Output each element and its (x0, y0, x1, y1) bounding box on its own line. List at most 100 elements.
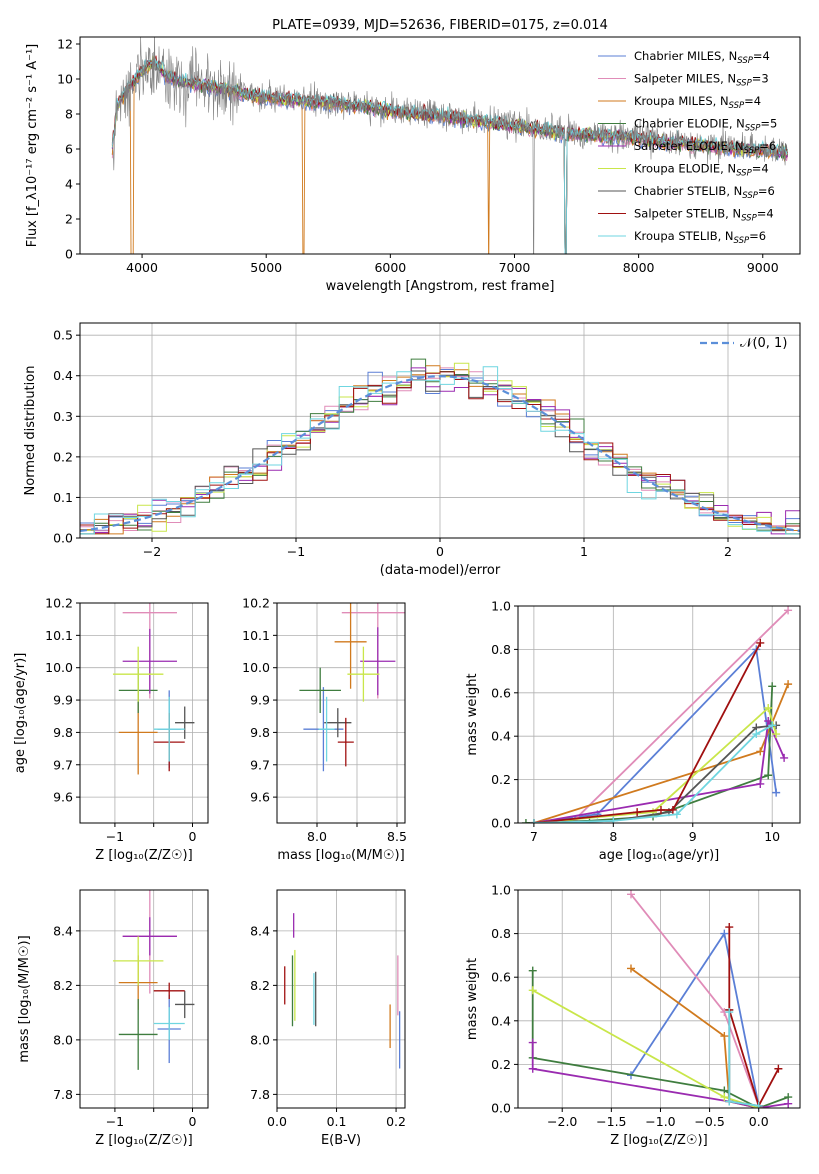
legend-tail: =6 (758, 184, 775, 198)
legend-entry: Salpeter ELODIE, NSSP=6 (634, 139, 776, 156)
legend-label: Kroupa ELODIE, N (634, 162, 736, 176)
x-tick-label: 0.2 (386, 1114, 406, 1129)
error-bars (112, 890, 195, 1070)
x-tick-label: 8000 (623, 260, 655, 275)
x-tick-label: 0.0 (749, 1114, 769, 1129)
series-marker (528, 966, 537, 975)
y-tick-label: 0.8 (491, 642, 511, 657)
y-tick-label: 0 (65, 247, 73, 262)
y-tick-label: 0.4 (491, 729, 511, 744)
x-tick-label: 9 (689, 829, 697, 844)
series-marker (609, 816, 618, 823)
point-kroupa-stelib (153, 696, 185, 762)
series-marker (633, 808, 642, 817)
legend-label: Chabrier STELIB, N (634, 184, 742, 198)
x-tick-label: 8 (609, 829, 617, 844)
legend-sub: SSP (734, 236, 750, 246)
y-tick-label: 0.1 (53, 490, 73, 505)
series-marker (754, 1101, 763, 1108)
y-tick-label: 0.2 (491, 1057, 511, 1072)
legend-sub: SSP (737, 56, 753, 66)
legend-sub: SSP (745, 124, 761, 134)
y-tick-label: 0.4 (53, 368, 73, 383)
legend-sub: SSP (741, 214, 757, 224)
y-axis-label: Flux [f_λ10⁻¹⁷ erg cm⁻² s⁻¹ A⁻¹] (25, 44, 40, 248)
x-tick-label: 6000 (374, 260, 406, 275)
axes-frame (79, 602, 209, 824)
legend-tail: =3 (752, 72, 769, 86)
y-tick-label: 0.3 (53, 409, 73, 424)
age-vs-metallicity-panel: −1 0 9.6 9.7 9.8 9.9 10.0 10.1 10.2 Z [log₁₀(Z/Z☉… (13, 596, 209, 863)
error-bars (299, 603, 405, 772)
series-marker (626, 964, 635, 973)
y-tick-label: 8.2 (250, 978, 270, 993)
series-marker (764, 717, 773, 726)
x-tick-label: −1 (287, 544, 305, 559)
observed-spectrum (112, 37, 788, 254)
histograms (80, 358, 800, 535)
axes-frame (79, 322, 801, 539)
series-marker (772, 730, 781, 739)
x-tick-label: 8.5 (387, 829, 407, 844)
y-tick-label: 0.0 (491, 1101, 511, 1116)
point-chabrier-elodie (299, 667, 341, 713)
point-kroupa-stelib (153, 1007, 185, 1040)
point-salpeter-elodie (122, 917, 177, 956)
axes-frame (276, 889, 406, 1109)
y-tick-label: 8.4 (250, 923, 270, 938)
series-marker (521, 819, 530, 823)
x-tick-label: −0.5 (694, 1114, 724, 1129)
x-tick-label: 0.0 (267, 1114, 287, 1129)
series-salpeter-stelib (529, 638, 765, 823)
y-tick-label: 9.6 (53, 790, 73, 805)
legend-entry: 𝒩(0, 1) (740, 336, 787, 351)
normal-curve (80, 375, 800, 532)
y-axis-label: Normed distribution (23, 366, 38, 496)
spectrum-lines (111, 37, 789, 254)
series-marker (784, 606, 793, 615)
y-tick-label: 8.0 (250, 1032, 270, 1047)
series-marker (672, 810, 681, 819)
y-tick-label: 0.6 (491, 685, 511, 700)
mass-weight-vs-age-panel: 7 8 9 10 0.0 0.2 0.4 0.6 0.8 1.0 age [log₁₀(age/yr… (465, 599, 801, 863)
y-tick-label: 9.7 (250, 757, 270, 772)
axes-frame (79, 889, 209, 1109)
series-lines (528, 890, 793, 1108)
y-tick-label: 8.4 (53, 923, 73, 938)
series-kroupa-stelib (725, 1008, 763, 1108)
error-bars (112, 603, 195, 775)
legend-label: Chabrier MILES, N (634, 49, 737, 63)
series-marker (756, 638, 765, 647)
series-marker (784, 680, 793, 689)
y-tick-label: 9.6 (250, 790, 270, 805)
histogram-kroupa-stelib (80, 366, 800, 535)
series-marker (720, 929, 729, 938)
y-tick-label: 0.6 (491, 970, 511, 985)
y-tick-label: 8.0 (53, 1032, 73, 1047)
x-tick-label: −2.0 (547, 1114, 577, 1129)
legend-sub: SSP (729, 101, 745, 111)
series-line (630, 967, 759, 1108)
legend-entry: Kroupa ELODIE, NSSP=4 (634, 162, 769, 179)
legend-entry: Kroupa MILES, NSSP=4 (634, 94, 761, 111)
legend-label: Salpeter MILES, N (634, 72, 736, 86)
legend-sub: SSP (744, 146, 760, 156)
series-marker (528, 1038, 537, 1047)
point-chabrier-stelib (175, 706, 195, 739)
legend-tail: =4 (753, 49, 770, 63)
x-tick-label: 7 (530, 829, 538, 844)
point-kroupa-elodie (347, 646, 380, 702)
y-tick-label: 0.0 (491, 816, 511, 831)
x-tick-label: −1.0 (645, 1114, 675, 1129)
x-tick-label: 0.1 (327, 1114, 347, 1129)
y-tick-label: 0.0 (53, 531, 73, 546)
y-tick-label: 0.8 (491, 926, 511, 941)
x-axis-label: Z [log₁₀(Z/Z☉)] (95, 848, 192, 863)
y-tick-label: 0.5 (53, 328, 73, 343)
x-axis-label: Z [log₁₀(Z/Z☉)] (610, 1133, 707, 1148)
x-axis-label: wavelength [Angstrom, rest frame] (326, 279, 555, 294)
x-axis-label: age [log₁₀(age/yr)] (599, 848, 720, 863)
y-tick-label: 9.9 (250, 693, 270, 708)
x-tick-label: 7000 (499, 260, 531, 275)
